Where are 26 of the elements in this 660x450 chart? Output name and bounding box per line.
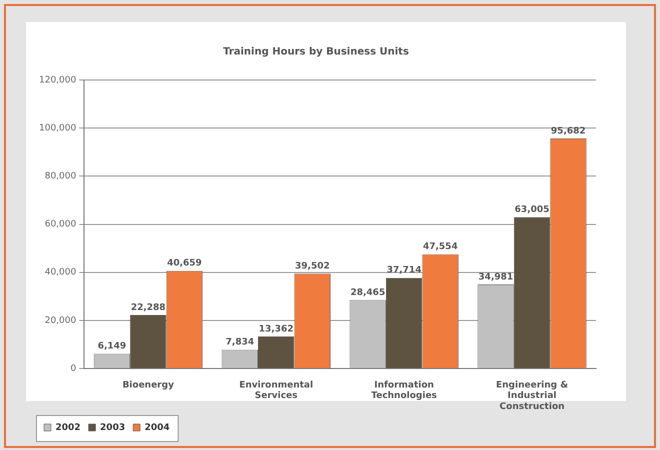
data-label: 22,288: [130, 302, 166, 313]
y-tick-label: 120,000: [39, 75, 76, 86]
data-label: 34,981: [478, 272, 514, 282]
chart-title: Training Hours by Business Units: [223, 46, 409, 58]
y-tick-label: 60,000: [44, 220, 76, 230]
x-tick-label: Environmental Services: [239, 380, 314, 402]
x-tick-label: Information Technologies: [371, 380, 437, 402]
legend-label: 2002: [56, 422, 81, 433]
y-tick-label: 0: [70, 364, 76, 374]
data-label: 63,005: [514, 204, 550, 215]
data-label: 95,682: [550, 126, 586, 136]
data-label: 28,465: [350, 288, 386, 298]
y-tick-label: 20,000: [44, 316, 76, 326]
data-label: 6,149: [98, 342, 126, 352]
data-label: 13,362: [258, 324, 294, 334]
data-label: 40,659: [167, 258, 202, 269]
data-label: 47,554: [422, 242, 458, 252]
legend-label: 2004: [144, 422, 170, 433]
x-tick-label: Bioenergy: [122, 380, 174, 390]
y-tick-label: 100,000: [39, 123, 76, 134]
data-label: 39,502: [295, 261, 330, 272]
y-tick-label: 80,000: [44, 172, 76, 182]
legend-label: 2003: [100, 422, 126, 433]
data-label: 7,834: [226, 338, 254, 348]
y-tick-label: 40,000: [44, 268, 76, 278]
x-tick-label: Engineering & Industrial Construction: [496, 380, 568, 412]
